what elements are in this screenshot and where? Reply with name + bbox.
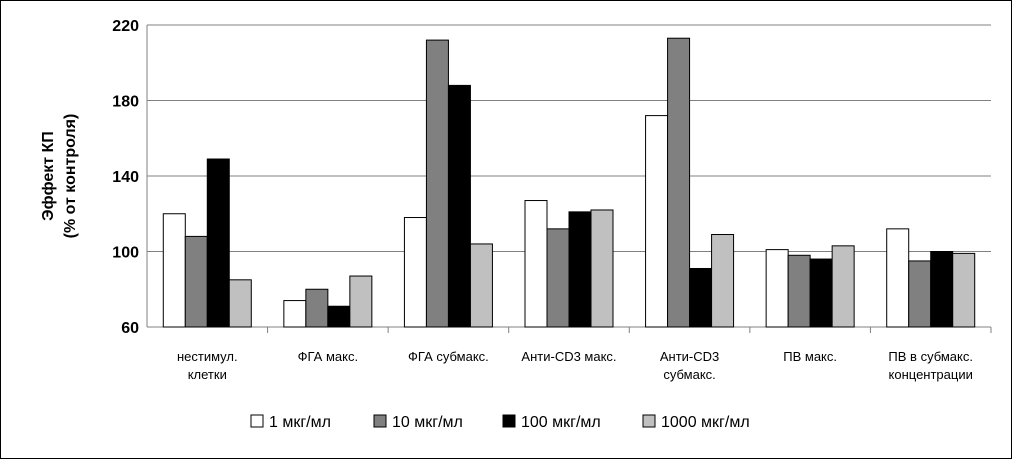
bar xyxy=(711,234,735,328)
x-category-label: субмакс. xyxy=(663,367,715,382)
x-category-label: нестимул. xyxy=(177,349,238,364)
bar xyxy=(765,249,789,328)
bar xyxy=(327,305,351,328)
bar xyxy=(403,217,427,328)
bar xyxy=(184,235,208,328)
bar xyxy=(425,39,449,328)
bar xyxy=(469,243,493,328)
legend-label: 1000 мкг/мл xyxy=(661,414,750,431)
bar xyxy=(568,211,592,328)
bar xyxy=(206,158,230,328)
legend-label: 10 мкг/мл xyxy=(392,414,463,431)
x-category-label: ФГА макс. xyxy=(298,349,358,364)
bar xyxy=(689,267,713,328)
bar xyxy=(952,252,976,328)
y-tick-labels: 60 100 140 180 220 xyxy=(112,18,139,337)
bar xyxy=(590,209,614,328)
x-category-label: Анти-CD3 xyxy=(660,349,719,364)
y-tick-label: 180 xyxy=(112,94,139,111)
bar xyxy=(908,260,932,328)
x-category-label: ПВ макс. xyxy=(783,349,837,364)
bar xyxy=(162,213,186,328)
bar xyxy=(667,37,691,328)
bar xyxy=(809,258,833,328)
bars xyxy=(162,37,976,328)
bar xyxy=(305,288,329,328)
bar xyxy=(524,200,548,328)
legend-swatch xyxy=(502,414,516,428)
legend-swatch xyxy=(250,414,264,428)
bar xyxy=(283,300,307,328)
x-category-label: концентрации xyxy=(889,367,973,382)
bar xyxy=(228,279,252,328)
x-category-label: ПВ в субмакс. xyxy=(888,349,973,364)
legend-swatch xyxy=(642,414,656,428)
legend-label: 100 мкг/мл xyxy=(521,414,601,431)
legend: 1 мкг/мл 10 мкг/мл 100 мкг/мл 1000 мкг/мл xyxy=(250,414,750,431)
x-category-labels: нестимул. клетки ФГА макс. ФГА субмакс. Анти… xyxy=(177,349,973,382)
bar xyxy=(886,228,910,328)
y-tick-label: 140 xyxy=(112,169,139,186)
y-axis-title: Эффект КП (% от контроля) xyxy=(40,114,79,239)
bar xyxy=(787,254,811,328)
bar xyxy=(349,275,373,328)
x-category-label: клетки xyxy=(188,367,227,382)
y-tick-label: 220 xyxy=(112,18,139,35)
bar xyxy=(930,251,954,328)
y-axis-title-line: Эффект КП xyxy=(40,131,57,221)
legend-swatch xyxy=(373,414,387,428)
x-category-label: Анти-CD3 макс. xyxy=(521,349,616,364)
legend-label: 1 мкг/мл xyxy=(269,414,331,431)
bar xyxy=(645,115,669,328)
bar xyxy=(447,84,471,328)
y-tick-label: 100 xyxy=(112,245,139,262)
x-category-label: ФГА субмакс. xyxy=(408,349,489,364)
bar xyxy=(831,245,855,328)
bar xyxy=(546,228,570,328)
y-tick-label: 60 xyxy=(121,320,139,337)
y-axis-title-line: (% от контроля) xyxy=(62,114,79,239)
